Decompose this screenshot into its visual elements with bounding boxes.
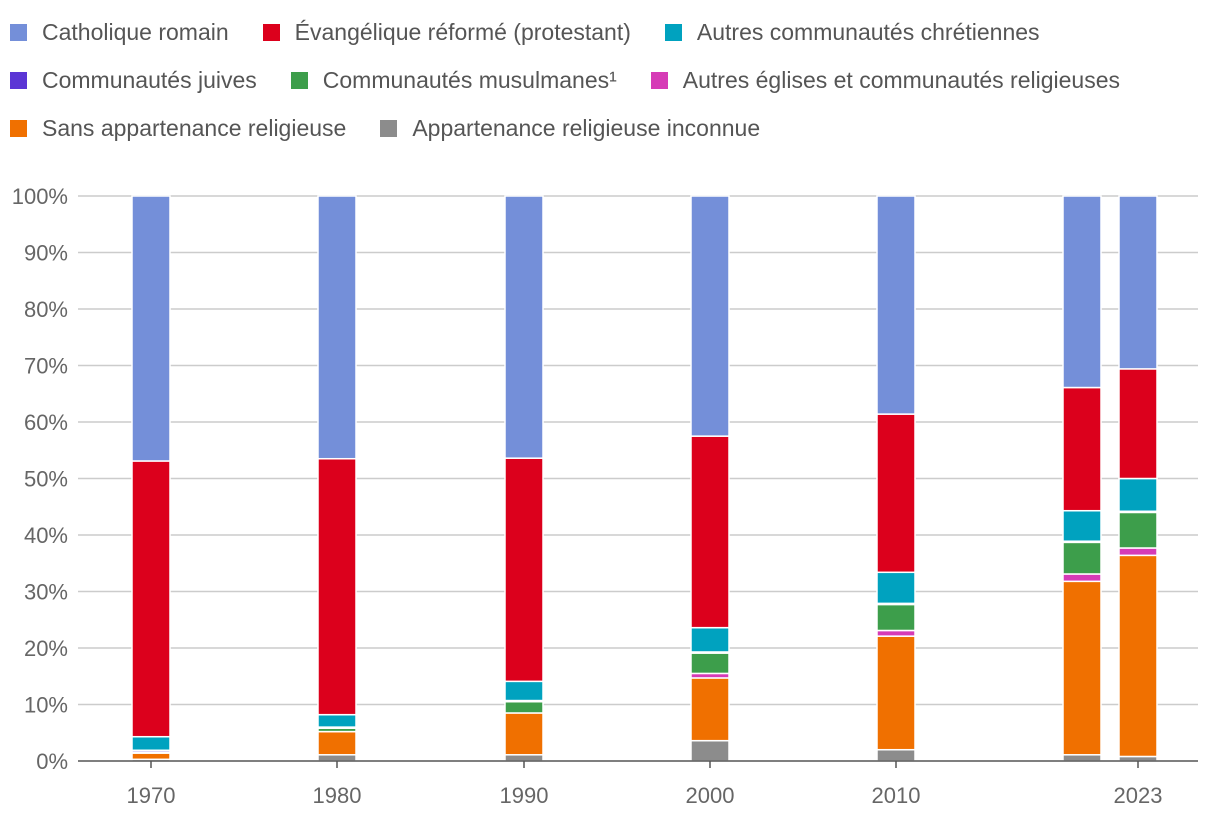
bar-segment — [317, 730, 357, 756]
bar-segment — [317, 713, 357, 728]
bar-segment — [131, 735, 171, 752]
axis: 1970 1980 1990 2000 2010 2023 — [78, 760, 1198, 808]
legend-item: Appartenance religieuse inconnue — [380, 115, 760, 142]
y-tick-label: 70% — [24, 354, 68, 379]
legend-swatch — [650, 71, 668, 89]
legend-label: Autres églises et communautés religieuse… — [682, 66, 1120, 93]
legend-item: Autres communautés chrétiennes — [664, 18, 1040, 46]
legend-swatch — [290, 71, 308, 89]
bar-segment — [876, 195, 916, 415]
bar-segment — [690, 739, 730, 762]
bars — [131, 195, 1158, 762]
bar-segment — [504, 700, 544, 714]
legend-item: Sans appartenance religieuse — [10, 115, 346, 142]
bar-segment — [317, 195, 357, 460]
bar-segment — [317, 754, 357, 762]
bar-segment — [1062, 195, 1102, 389]
legend-swatch — [262, 23, 280, 41]
legend-item: Communautés juives — [10, 67, 257, 94]
y-tick-label: 40% — [24, 523, 68, 548]
y-tick-label: 100% — [12, 184, 68, 209]
bar-segment — [1062, 573, 1102, 583]
bar-segment — [876, 748, 916, 762]
legend-item: Évangélique réformé (protestant) — [262, 18, 631, 46]
bar-segment — [131, 752, 171, 761]
bar-segment — [504, 712, 544, 756]
y-tick-label: 10% — [24, 693, 68, 718]
bar-segment — [1118, 511, 1158, 549]
x-tick-label: 2010 — [872, 783, 921, 808]
bar-segment — [1118, 368, 1158, 480]
bar-segment — [690, 652, 730, 675]
bar-segment — [1062, 509, 1102, 542]
y-tick-label: 60% — [24, 410, 68, 435]
x-tick-label: 1980 — [313, 783, 362, 808]
bar-segment — [131, 195, 171, 462]
bar-segment — [876, 603, 916, 632]
legend: Catholique romain Évangélique réformé (pr… — [10, 8, 1210, 152]
legend-label: Appartenance religieuse inconnue — [412, 114, 761, 141]
y-tick-label: 30% — [24, 580, 68, 605]
bar-segment — [1118, 554, 1158, 758]
y-tick-label: 90% — [24, 241, 68, 266]
bar-segment — [504, 195, 544, 459]
legend-swatch — [380, 119, 398, 137]
bar-segment — [1118, 195, 1158, 370]
legend-label: Catholique romain — [42, 18, 229, 45]
x-tick-label: 1970 — [127, 783, 176, 808]
legend-swatch — [664, 23, 682, 41]
bar-segment — [690, 677, 730, 742]
bar-segment — [1118, 547, 1158, 557]
bar-segment — [317, 457, 357, 716]
x-tick-label: 2023 — [1114, 783, 1163, 808]
y-tick-label: 80% — [24, 297, 68, 322]
y-tick-label: 0% — [36, 749, 68, 774]
y-tick-label: 20% — [24, 636, 68, 661]
bar-segment — [504, 680, 544, 702]
bar-segment — [131, 460, 171, 738]
legend-label: Sans appartenance religieuse — [42, 114, 347, 141]
legend-row: Sans appartenance religieuse Appartenance… — [10, 104, 1210, 152]
bar-segment — [1062, 580, 1102, 756]
legend-item: Autres églises et communautés religieuse… — [650, 66, 1120, 94]
legend-row: Communautés juives Communautés musulmanes… — [10, 56, 1210, 104]
bar-segment — [504, 457, 544, 683]
gridlines: 0% 10% 20% 30% 40% 50% 60% 70% 80% 90% 100% — [12, 184, 1198, 774]
legend-swatch — [10, 119, 27, 137]
bar-segment — [876, 571, 916, 605]
x-tick-label: 2000 — [686, 783, 735, 808]
legend-item: Communautés musulmanes¹ — [290, 66, 617, 94]
x-tick-label: 1990 — [500, 783, 549, 808]
legend-swatch — [10, 71, 27, 89]
bar-segment — [876, 635, 916, 751]
y-tick-label: 50% — [24, 467, 68, 492]
legend-label: Communautés musulmanes¹ — [322, 66, 617, 93]
bar-segment — [690, 435, 730, 629]
bar-segment — [1062, 541, 1102, 575]
bar-segment — [876, 629, 916, 637]
bar-segment — [1118, 477, 1158, 513]
bar-segment — [1062, 754, 1102, 762]
bar-segment — [504, 754, 544, 762]
legend-label: Évangélique réformé (protestant) — [294, 18, 631, 45]
bar-segment — [690, 626, 730, 653]
legend-swatch — [10, 23, 27, 41]
legend-label: Communautés juives — [42, 66, 257, 93]
legend-label: Autres communautés chrétiennes — [696, 18, 1040, 45]
bar-segment — [876, 413, 916, 574]
bar-segment — [1062, 386, 1102, 512]
bar-segment — [690, 195, 730, 437]
legend-item: Catholique romain — [10, 19, 229, 46]
legend-row: Catholique romain Évangélique réformé (pr… — [10, 8, 1210, 56]
